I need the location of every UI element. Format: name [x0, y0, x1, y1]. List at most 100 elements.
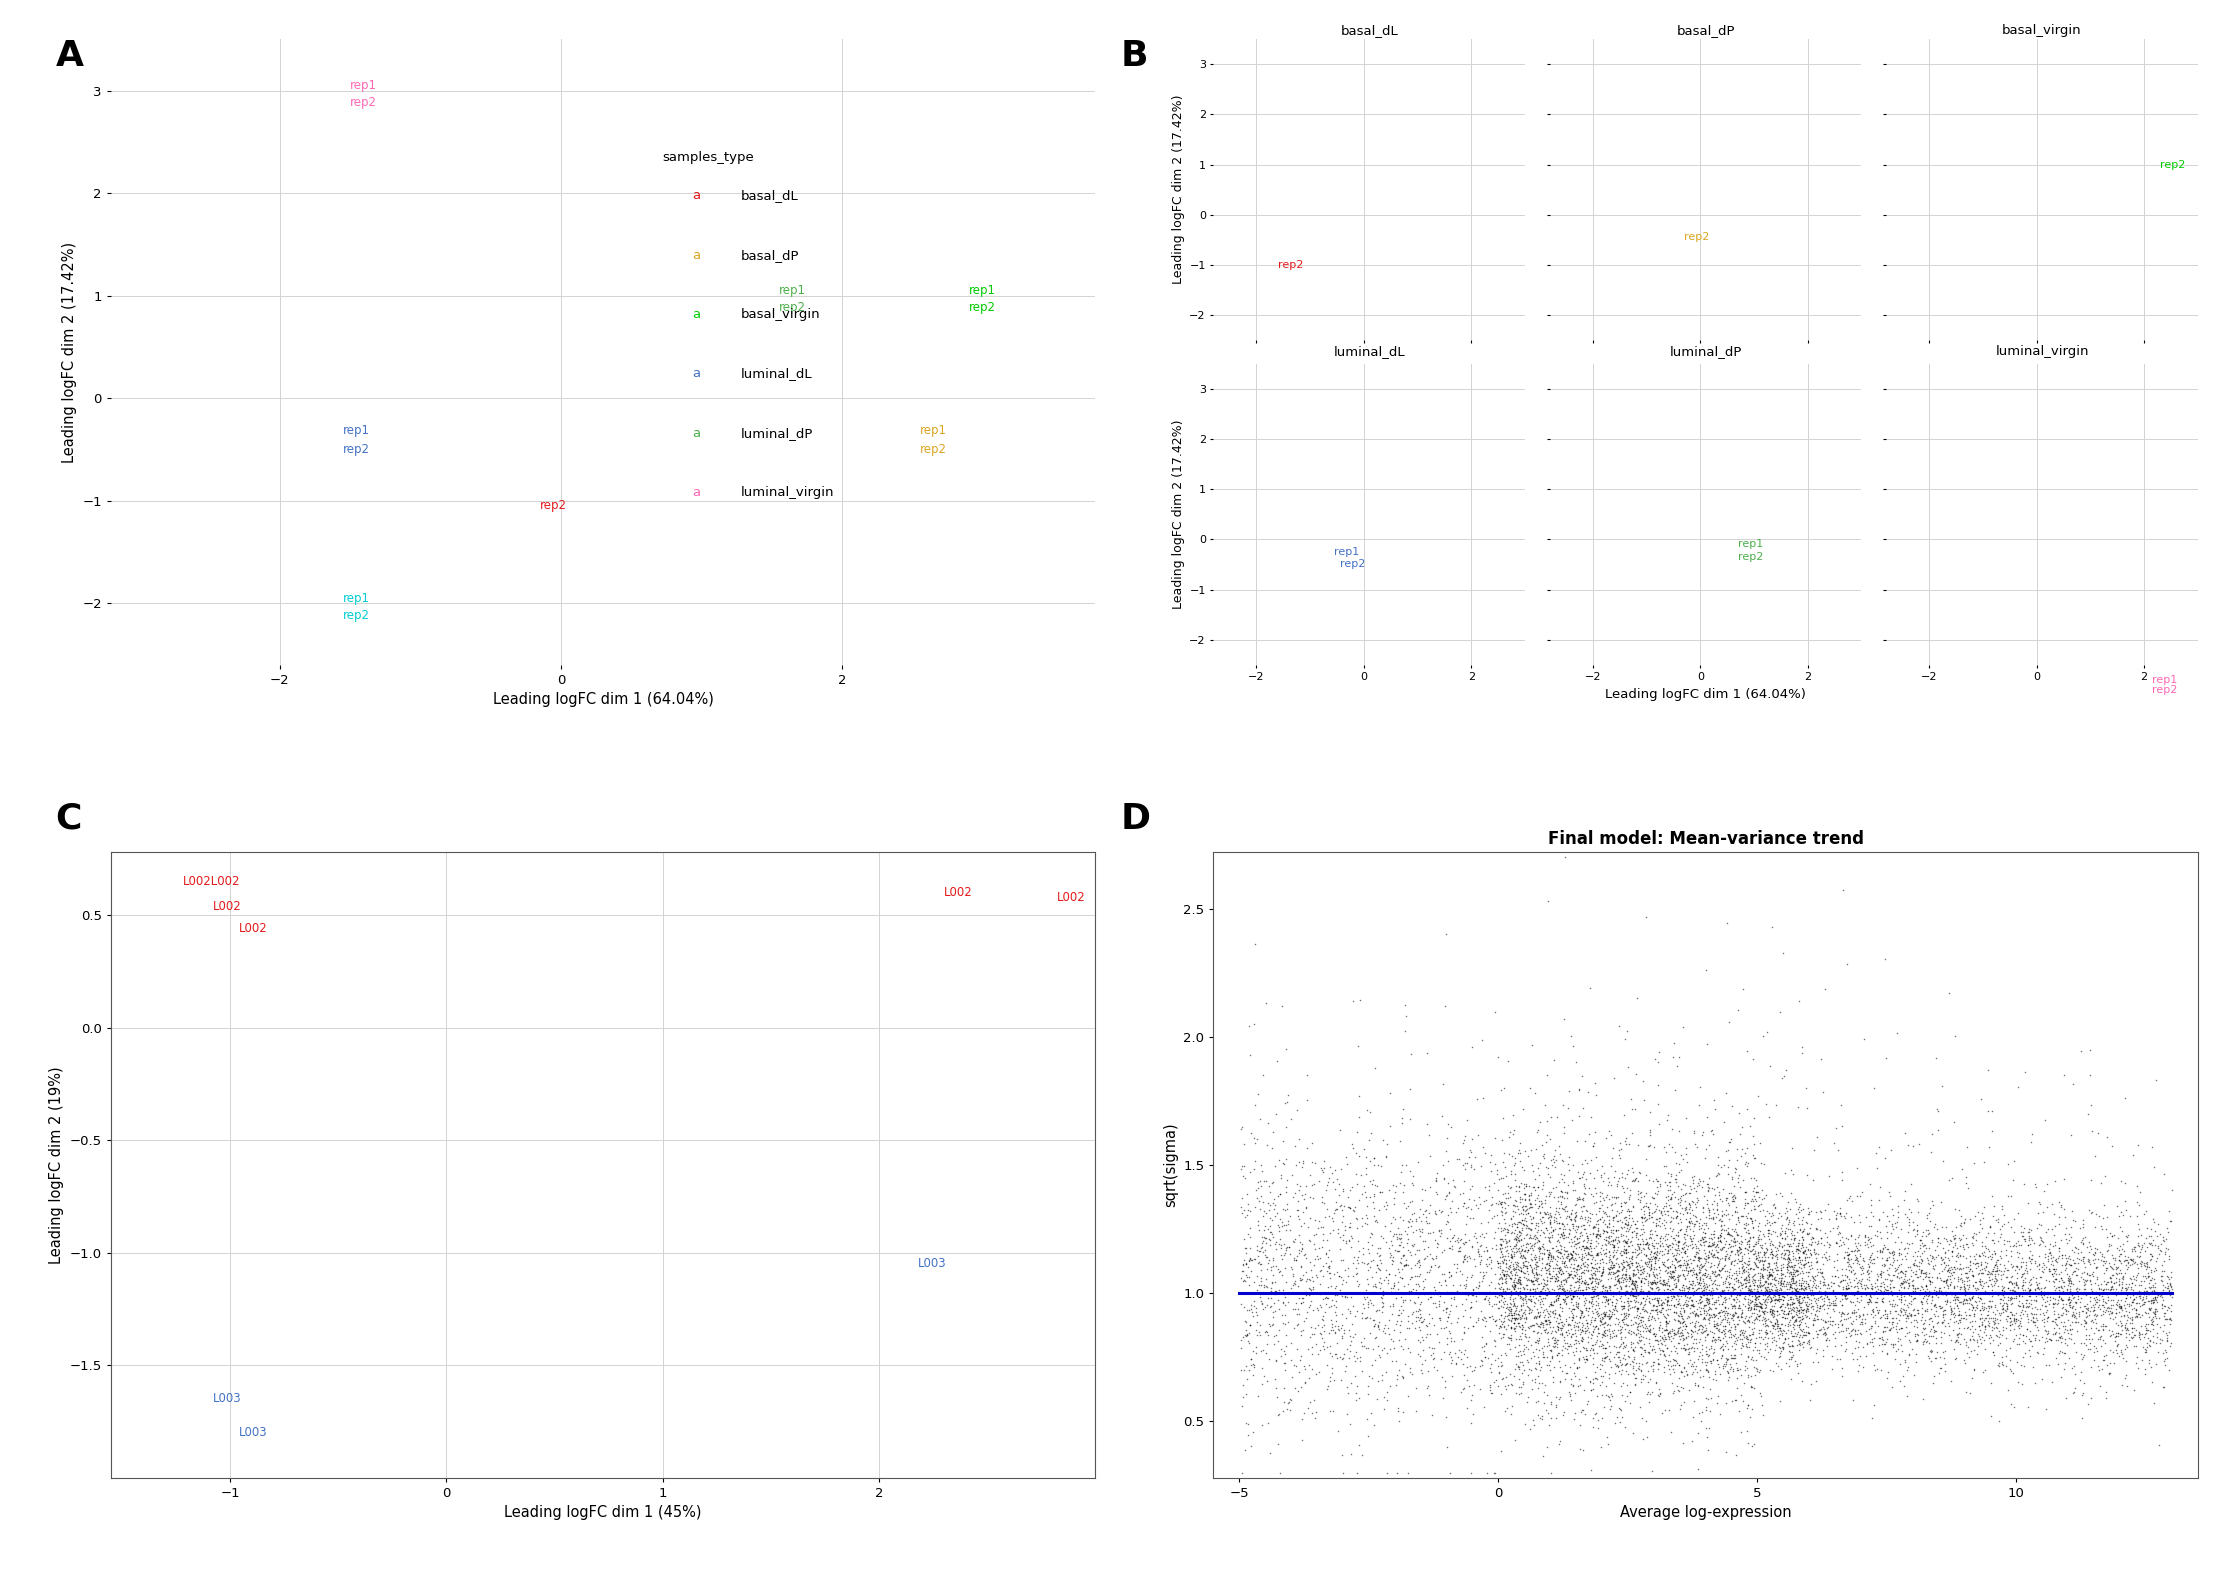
Point — [1694, 1206, 1729, 1231]
Point — [1503, 1195, 1538, 1220]
Point — [1558, 1276, 1594, 1302]
Point — [1996, 1278, 2031, 1303]
Point — [1356, 1311, 1392, 1336]
Point — [1785, 1331, 1820, 1357]
Point — [2051, 1294, 2087, 1319]
Point — [1969, 1269, 2005, 1294]
Point — [2125, 1264, 2160, 1289]
Point — [1938, 1023, 1974, 1049]
Point — [1543, 1275, 1578, 1300]
Point — [2120, 1322, 2156, 1347]
Point — [1783, 1198, 1818, 1223]
Point — [1672, 1254, 1707, 1280]
Point — [2151, 1275, 2187, 1300]
Point — [1463, 1234, 1498, 1259]
Point — [1576, 1165, 1612, 1190]
Point — [1603, 1239, 1638, 1264]
Point — [1232, 1248, 1268, 1273]
Point — [2151, 1281, 2187, 1306]
Point — [1869, 1248, 1905, 1273]
Point — [1376, 1272, 1412, 1297]
Point — [1734, 1376, 1769, 1401]
Point — [2089, 1124, 2125, 1149]
Point — [1356, 1347, 1392, 1372]
Point — [1567, 1254, 1603, 1280]
Point — [1725, 1333, 1760, 1358]
Point — [1538, 1265, 1574, 1291]
Point — [1308, 1298, 1343, 1324]
Point — [1681, 1259, 1716, 1284]
Point — [1570, 1330, 1605, 1355]
Point — [1787, 1295, 1823, 1320]
Point — [1270, 1234, 1305, 1259]
Point — [1376, 1317, 1412, 1342]
Point — [1523, 1192, 1558, 1217]
Point — [1574, 1314, 1610, 1339]
Point — [1259, 1322, 1294, 1347]
Point — [1674, 1176, 1709, 1201]
Point — [1545, 1212, 1581, 1237]
Point — [1501, 1264, 1536, 1289]
Point — [2107, 1316, 2142, 1341]
Point — [1305, 1308, 1341, 1333]
Point — [1829, 1258, 1865, 1283]
Point — [2122, 1305, 2158, 1330]
Point — [1432, 1259, 1467, 1284]
Point — [1745, 1236, 1780, 1261]
Point — [1419, 1234, 1454, 1259]
Point — [1665, 1295, 1701, 1320]
Point — [1905, 1295, 1940, 1320]
Point — [2111, 1317, 2147, 1342]
Point — [2096, 1287, 2131, 1313]
Point — [1534, 1364, 1570, 1390]
Point — [1252, 1220, 1288, 1245]
Point — [1383, 1221, 1419, 1247]
Point — [1689, 1360, 1725, 1385]
Point — [1383, 1129, 1419, 1154]
Point — [1523, 1199, 1558, 1225]
Point — [1492, 1242, 1527, 1267]
Point — [1978, 1314, 2014, 1339]
Point — [1634, 1225, 1669, 1250]
Point — [1467, 1234, 1503, 1259]
Point — [1958, 1270, 1994, 1295]
Point — [1911, 1346, 1947, 1371]
Point — [1532, 1333, 1567, 1358]
Point — [2078, 1270, 2113, 1295]
Point — [2002, 1294, 2038, 1319]
Point — [1618, 1298, 1654, 1324]
Point — [1729, 1303, 1765, 1328]
Point — [1672, 1305, 1707, 1330]
Point — [1958, 1292, 1994, 1317]
Point — [1949, 1272, 1985, 1297]
Point — [1445, 1231, 1481, 1256]
Point — [1687, 1292, 1723, 1317]
Point — [1723, 1317, 1758, 1342]
Point — [1863, 1220, 1898, 1245]
Point — [1552, 1242, 1587, 1267]
Point — [1692, 1229, 1727, 1254]
Point — [1785, 1253, 1820, 1278]
Point — [1607, 1305, 1643, 1330]
Point — [1776, 1314, 1812, 1339]
Point — [1383, 1265, 1419, 1291]
Point — [1883, 1275, 1918, 1300]
Point — [1754, 1273, 1789, 1298]
Point — [1807, 1309, 1843, 1335]
Point — [1687, 1137, 1723, 1162]
Point — [1856, 1325, 1891, 1350]
Point — [1572, 1253, 1607, 1278]
Point — [1614, 1220, 1649, 1245]
Point — [1590, 1317, 1625, 1342]
Point — [1634, 1243, 1669, 1269]
Point — [1681, 1270, 1716, 1295]
Point — [1578, 1188, 1614, 1214]
Point — [1745, 1262, 1780, 1287]
Point — [1556, 1152, 1592, 1177]
Point — [1971, 1302, 2007, 1327]
Point — [1521, 1350, 1556, 1376]
Point — [1971, 1289, 2007, 1314]
Point — [1634, 1380, 1669, 1405]
Point — [1223, 1155, 1259, 1181]
Point — [1978, 1295, 2014, 1320]
